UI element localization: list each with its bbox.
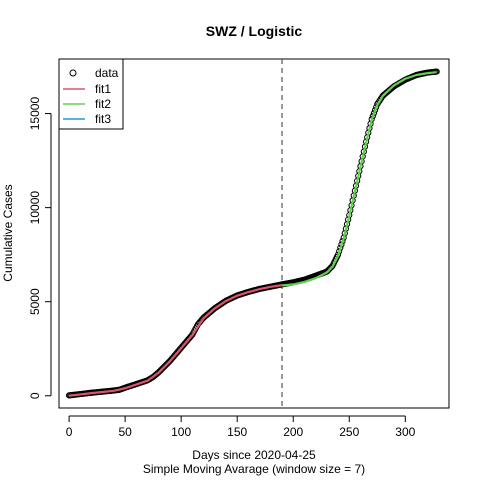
x-axis-sublabel: Simple Moving Avarage (window size = 7) [143,462,365,476]
legend: data fit1 fit2 fit3 [58,58,124,130]
fit2-line [281,71,437,287]
y-axis-label: Cumulative Cases [1,184,15,281]
legend-data-symbol [69,69,77,77]
y-tick-label: 5000 [28,288,42,315]
legend-fit2-label: fit2 [95,97,111,111]
x-tick-label: 300 [395,425,415,439]
y-tick-label: 10000 [28,191,42,225]
x-axis-label: Days since 2020-04-25 [192,448,316,462]
legend-fit1-label: fit1 [95,82,111,96]
legend-box [58,58,124,130]
x-tick-label: 150 [227,425,247,439]
x-tick-label: 0 [66,425,73,439]
x-tick-label: 250 [339,425,359,439]
y-tick-label: 0 [28,392,42,399]
fit1-line [68,284,283,397]
x-tick-label: 50 [118,425,132,439]
chart-title: SWZ / Logistic [206,23,303,39]
legend-fit3-label: fit3 [95,112,111,126]
plot-frame [58,58,450,409]
x-tick-label: 100 [171,425,191,439]
x-tick-label: 200 [283,425,303,439]
x-axis: 0 50 100 150 200 250 300 [66,415,416,439]
legend-data-label: data [95,66,119,80]
y-tick-label: 15000 [28,97,42,131]
y-axis: 0 5000 10000 15000 [28,97,52,399]
